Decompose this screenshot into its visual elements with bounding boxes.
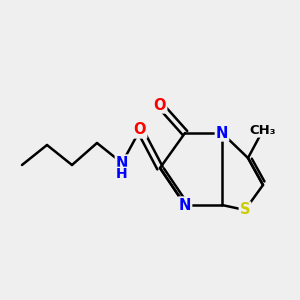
Text: CH₃: CH₃ [250, 124, 276, 136]
Text: S: S [240, 202, 250, 217]
Text: H: H [116, 167, 128, 182]
Text: O: O [154, 98, 166, 112]
Text: O: O [134, 122, 146, 137]
Text: N: N [179, 197, 191, 212]
Text: N: N [116, 155, 128, 170]
Text: N: N [216, 125, 228, 140]
